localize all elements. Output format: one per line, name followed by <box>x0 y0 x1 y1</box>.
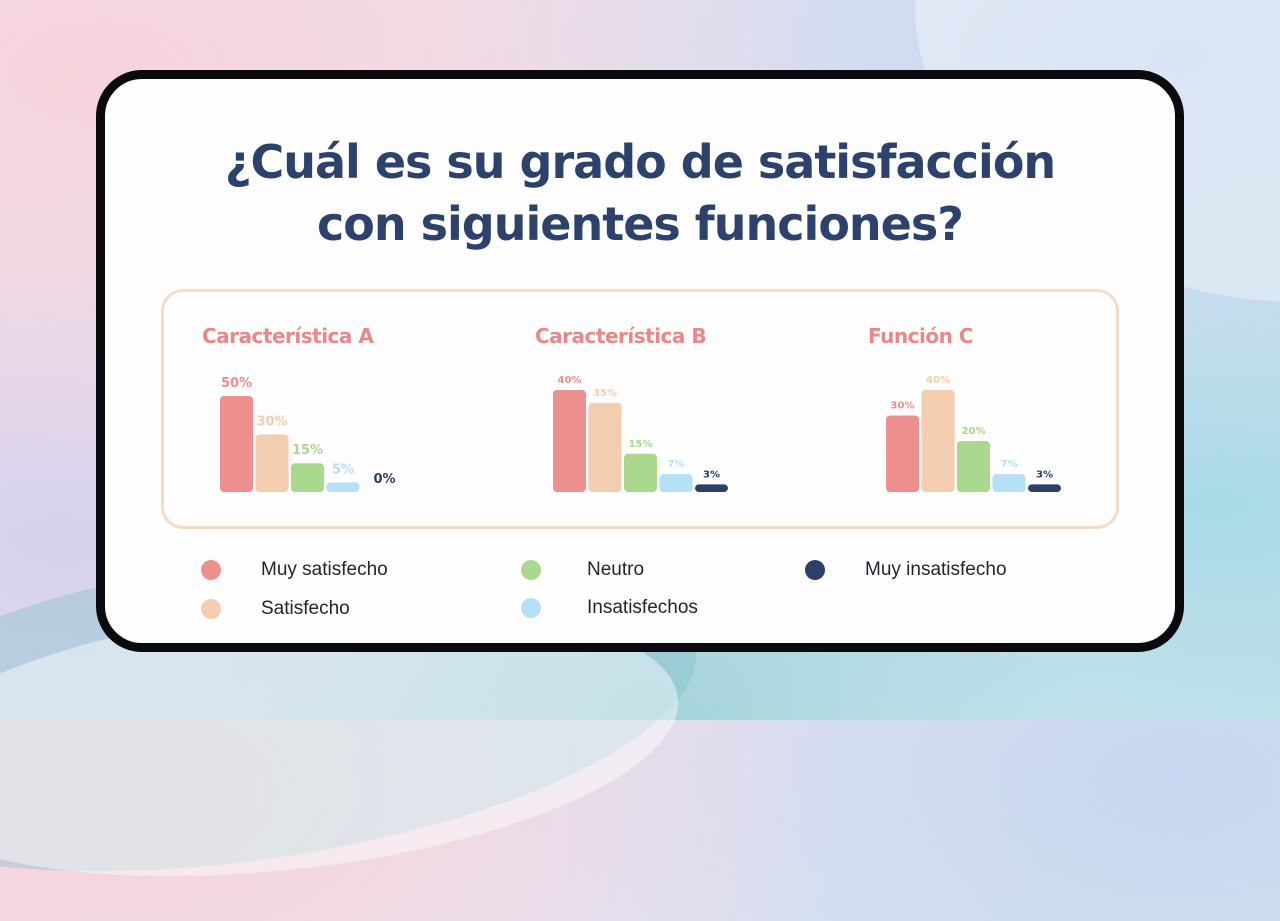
data-label: 7% <box>1001 459 1018 470</box>
data-label: 40% <box>926 375 950 386</box>
legend-label: Muy satisfecho <box>261 559 388 580</box>
bar-4 <box>992 474 1026 492</box>
data-label: 35% <box>593 388 617 399</box>
data-label: 3% <box>703 469 720 480</box>
slide-title-line-1: ¿Cuál es su grado de satisfacción <box>224 135 1056 189</box>
legend-dot <box>201 560 221 580</box>
slide-card: ¿Cuál es su grado de satisfacción con si… <box>96 70 1184 652</box>
data-label: 50% <box>221 376 252 391</box>
legend-dot <box>805 560 825 580</box>
data-label: 5% <box>332 462 354 477</box>
slide-title: ¿Cuál es su grado de satisfacción con si… <box>105 131 1175 255</box>
legend-label: Insatisfechos <box>587 597 698 618</box>
data-label: 3% <box>1036 469 1053 480</box>
chart-caracteristica-a: Característica A 50% 30% 15% 5% 0% <box>164 292 464 526</box>
legend-label: Muy insatisfecho <box>865 559 1007 580</box>
charts-panel: Característica A 50% 30% 15% 5% 0% Caracterí… <box>161 289 1119 529</box>
bar-2 <box>921 390 955 492</box>
bar-5 <box>1028 484 1061 492</box>
bar-chart-svg: 40% 35% 15% 7% 3% <box>553 375 728 492</box>
bar-1 <box>886 415 919 492</box>
legend-dot <box>521 598 541 618</box>
legend-label: Satisfecho <box>261 598 350 619</box>
chart-title: Función C <box>868 324 973 348</box>
bar-3 <box>957 441 990 492</box>
legend-dot <box>201 599 221 619</box>
data-label: 40% <box>558 375 582 386</box>
chart-title: Característica A <box>202 324 374 348</box>
bar-chart-svg: 30% 40% 20% 7% 3% <box>886 375 1061 492</box>
chart-funcion-c: Función C 30% 40% 20% 7% 3% <box>830 292 1130 526</box>
bar-4 <box>659 474 693 492</box>
bar-3 <box>291 463 324 492</box>
data-label: 15% <box>629 439 653 450</box>
slide-title-line-2: con siguientes funciones? <box>317 197 964 251</box>
data-label: 15% <box>292 443 323 458</box>
bar-2 <box>588 402 622 492</box>
data-label: 30% <box>891 401 915 412</box>
chart-caracteristica-b: Característica B 40% 35% 15% 7% 3% <box>497 292 797 526</box>
bar-2 <box>255 434 289 492</box>
bar-chart-svg: 50% 30% 15% 5% 0% <box>220 376 396 492</box>
bar-5 <box>695 484 728 492</box>
legend-label: Neutro <box>587 559 645 580</box>
legend: Muy satisfecho Satisfecho Neutro Insatis… <box>105 547 1175 637</box>
bar-4 <box>326 482 360 492</box>
legend-dot <box>521 560 541 580</box>
bar-3 <box>624 453 657 492</box>
bar-1 <box>553 390 586 492</box>
bar-1 <box>220 396 253 492</box>
data-label: 30% <box>256 414 287 429</box>
data-label: 0% <box>373 472 395 487</box>
data-label: 7% <box>668 459 685 470</box>
data-label: 20% <box>962 426 986 437</box>
chart-title: Característica B <box>535 324 707 348</box>
